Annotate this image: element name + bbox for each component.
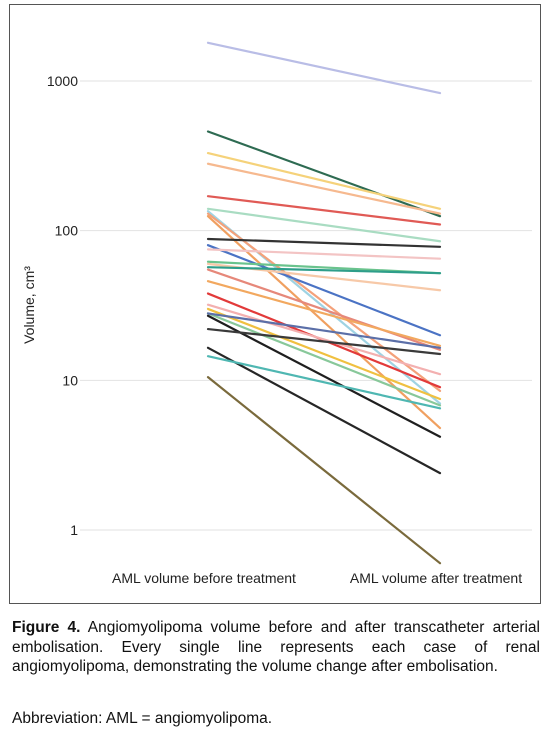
figure-label: Figure 4. [12,619,81,636]
figure-caption: Figure 4. Angiomyolipoma volume before a… [12,618,540,677]
series-line-21 [206,312,442,407]
series-line-2 [206,130,442,218]
volume-line-chart: 1 10 100 1000 Volume, cm³ AML volume before t… [21,41,532,586]
y-tick-label: 1 [70,522,78,538]
chart-frame: 1 10 100 1000 Volume, cm³ AML volume before t… [9,4,541,604]
y-tick-label: 1000 [47,73,78,89]
series-line-6 [206,207,442,243]
figure-caption-text: Angiomyolipoma volume before and after t… [12,619,540,675]
series-line-10 [206,237,442,248]
series-line-27 [206,376,442,565]
series-line-26 [206,355,442,410]
x-category-label: AML volume before treatment [112,570,296,586]
abbreviation-note: Abbreviation: AML = angiomyolipoma. [12,710,273,727]
series-line-3 [206,151,442,210]
series-line-19 [206,303,442,376]
series-line-25 [206,346,442,475]
series-line-15 [206,266,442,275]
y-axis-title: Volume, cm³ [21,266,37,344]
y-tick-label: 10 [62,372,78,388]
series-line-5 [206,195,442,226]
series-line-11 [206,244,442,337]
series-line-17 [206,280,442,347]
series-line-4 [206,162,442,215]
series-line-22 [206,312,442,349]
series-line-16 [206,268,442,351]
series-line-23 [206,314,442,438]
x-category-label: AML volume after treatment [350,570,522,586]
series-line-8 [206,212,442,392]
series-line-12 [206,248,442,260]
series-line-20 [206,307,442,401]
y-tick-label: 100 [55,223,79,239]
series-line-1 [206,41,442,95]
series-line-24 [206,327,442,356]
